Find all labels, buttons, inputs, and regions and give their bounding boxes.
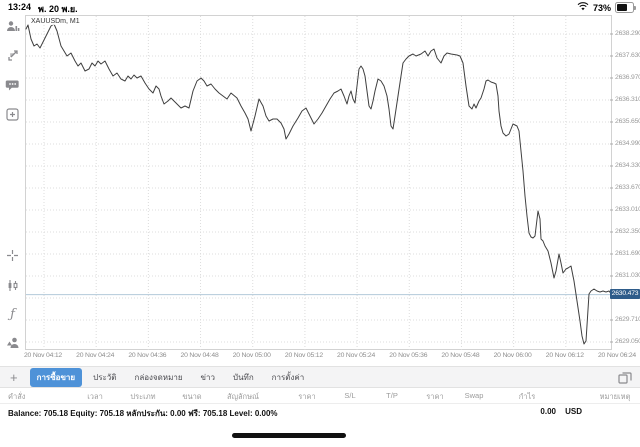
- crosshair-icon[interactable]: [5, 248, 20, 263]
- trade-arrow-icon[interactable]: [5, 48, 20, 63]
- time-tick-label: 20 Nov 05:48: [441, 352, 480, 359]
- column-header-9[interactable]: Swap: [464, 391, 484, 400]
- tabs: การซื้อขาย ประวัติ กล่องจดหมาย ข่าว บันทึก กา…: [29, 367, 312, 387]
- account-currency: USD: [565, 407, 582, 416]
- home-indicator[interactable]: [232, 433, 346, 438]
- account-summary-text: Balance: 705.18 Equity: 705.18 หลักประกั…: [8, 409, 278, 418]
- tab-0[interactable]: การซื้อขาย: [29, 367, 83, 387]
- status-bar: 13:24 พ. 20 พ.ย. 73%: [0, 0, 640, 15]
- time-tick-label: 20 Nov 05:00: [232, 352, 271, 359]
- price-tick-label: 2636.310: [615, 95, 640, 103]
- floating-profit: 0.00: [540, 407, 556, 416]
- time-tick-label: 20 Nov 05:24: [337, 352, 376, 359]
- objects-icon[interactable]: [5, 336, 20, 351]
- price-tick-label: 2632.350: [615, 227, 640, 235]
- time-tick-label: 20 Nov 05:36: [389, 352, 428, 359]
- date: พ. 20 พ.ย.: [38, 4, 78, 14]
- time-tick-label: 20 Nov 05:12: [284, 352, 323, 359]
- wifi-icon: [577, 2, 589, 13]
- column-header-6[interactable]: S/L: [344, 391, 356, 400]
- bottom-tab-bar: + การซื้อขาย ประวัติ กล่องจดหมาย ข่าว บันทึก…: [0, 366, 640, 388]
- column-header-3[interactable]: ขนาด: [182, 392, 202, 401]
- chart-area[interactable]: XAUUSDm, M1: [25, 15, 614, 352]
- price-tick-label: 2635.650: [615, 117, 640, 125]
- add-tab-icon[interactable]: +: [10, 369, 18, 385]
- tab-1[interactable]: ประวัติ: [93, 372, 117, 382]
- clock: 13:24: [8, 2, 32, 12]
- price-tick-label: 2631.030: [615, 271, 640, 279]
- time-tick-label: 20 Nov 04:36: [128, 352, 167, 359]
- chart-symbol-label: XAUUSDm, M1: [29, 18, 82, 25]
- indicators-icon[interactable]: ƒ: [10, 307, 15, 322]
- left-toolbar: ƒ M1: [0, 15, 25, 435]
- price-tick-label: 2634.330: [615, 161, 640, 169]
- column-header-2[interactable]: ประเภท: [130, 392, 156, 401]
- new-chart-icon[interactable]: [5, 107, 20, 122]
- column-header-0[interactable]: คำสั่ง: [8, 392, 26, 401]
- price-tick-label: 2634.990: [615, 139, 640, 147]
- time-tick-label: 20 Nov 04:24: [76, 352, 115, 359]
- price-axis: 2630.473 2638.290 2637.630 2636.970 2636.31…: [610, 15, 640, 350]
- time-tick-label: 20 Nov 04:12: [23, 352, 63, 359]
- account-summary-bar: Balance: 705.18 Equity: 705.18 หลักประกั…: [0, 403, 640, 421]
- time-tick-label: 20 Nov 06:12: [545, 352, 584, 359]
- column-header-11[interactable]: หมายเหตุ: [599, 392, 631, 401]
- panels-icon[interactable]: [618, 371, 632, 384]
- tab-2[interactable]: กล่องจดหมาย: [134, 372, 183, 382]
- orders-table-header: คำสั่ง เวลา ประเภท ขนาด สัญลักษณ์ ราคา S/L T/P ร…: [0, 388, 640, 403]
- column-header-7[interactable]: T/P: [386, 391, 398, 400]
- price-tick-label: 2631.690: [615, 249, 640, 257]
- price-tick-label: 2633.010: [615, 205, 640, 213]
- chat-icon[interactable]: [5, 78, 20, 93]
- price-tick-label: 2633.670: [615, 183, 640, 191]
- candlestick-icon[interactable]: [5, 278, 20, 293]
- column-header-10[interactable]: กำไร: [518, 392, 536, 401]
- time-tick-label: 20 Nov 06:24: [597, 352, 637, 359]
- tab-5[interactable]: การตั้งค่า: [271, 372, 305, 382]
- time-axis: 20 Nov 04:12 20 Nov 04:24 20 Nov 04:36 20 N…: [23, 350, 640, 366]
- tab-3[interactable]: ข่าว: [200, 372, 215, 382]
- column-header-5[interactable]: ราคา: [298, 392, 316, 401]
- column-header-8[interactable]: ราคา: [426, 392, 444, 401]
- current-price-tag: 2630.473: [610, 288, 640, 299]
- price-tick-label: 2637.630: [615, 51, 640, 59]
- battery-percent: 73%: [592, 2, 611, 13]
- price-tick-label: 2636.970: [615, 73, 640, 81]
- column-header-1[interactable]: เวลา: [87, 392, 103, 401]
- column-header-4[interactable]: สัญลักษณ์: [226, 392, 260, 401]
- price-tick-label: 2629.050: [615, 337, 640, 345]
- price-chart[interactable]: [25, 15, 614, 352]
- battery-icon: [615, 2, 636, 13]
- price-tick-label: 2629.710: [615, 315, 640, 323]
- account-icon[interactable]: [5, 20, 20, 35]
- time-tick-label: 20 Nov 06:00: [493, 352, 532, 359]
- price-tick-label: 2638.290: [615, 29, 640, 37]
- time-tick-label: 20 Nov 04:48: [180, 352, 219, 359]
- tab-4[interactable]: บันทึก: [233, 372, 254, 382]
